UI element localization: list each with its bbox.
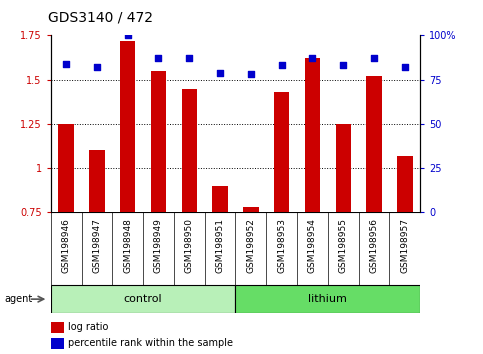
Bar <box>243 207 258 212</box>
Text: GSM198947: GSM198947 <box>92 218 101 273</box>
Bar <box>58 124 74 212</box>
Text: GSM198956: GSM198956 <box>369 218 379 273</box>
Bar <box>51 285 236 313</box>
Point <box>247 72 255 77</box>
Bar <box>120 41 135 212</box>
Text: GDS3140 / 472: GDS3140 / 472 <box>48 11 153 25</box>
Text: GSM198948: GSM198948 <box>123 218 132 273</box>
Point <box>93 64 101 70</box>
Text: control: control <box>124 294 162 304</box>
Text: GSM198953: GSM198953 <box>277 218 286 273</box>
Text: GSM198950: GSM198950 <box>185 218 194 273</box>
Point <box>124 33 131 38</box>
Text: agent: agent <box>5 294 33 304</box>
Point <box>216 70 224 75</box>
Point <box>278 63 285 68</box>
Point <box>155 56 162 61</box>
Text: GSM198949: GSM198949 <box>154 218 163 273</box>
Bar <box>336 124 351 212</box>
Text: GSM198952: GSM198952 <box>246 218 256 273</box>
Point <box>309 56 316 61</box>
Point <box>370 56 378 61</box>
Bar <box>236 285 420 313</box>
Text: GSM198954: GSM198954 <box>308 218 317 273</box>
Bar <box>366 76 382 212</box>
Text: GSM198957: GSM198957 <box>400 218 409 273</box>
Bar <box>397 156 412 212</box>
Text: log ratio: log ratio <box>69 322 109 332</box>
Bar <box>89 150 105 212</box>
Text: lithium: lithium <box>309 294 347 304</box>
Bar <box>51 322 64 333</box>
Point <box>401 64 409 70</box>
Bar <box>182 88 197 212</box>
Text: GSM198946: GSM198946 <box>62 218 71 273</box>
Point <box>340 63 347 68</box>
Bar <box>305 58 320 212</box>
Bar <box>274 92 289 212</box>
Point <box>62 61 70 67</box>
Text: GSM198951: GSM198951 <box>215 218 225 273</box>
Point <box>185 56 193 61</box>
Bar <box>51 338 64 349</box>
Bar <box>151 71 166 212</box>
Text: GSM198955: GSM198955 <box>339 218 348 273</box>
Bar <box>213 186 228 212</box>
Text: percentile rank within the sample: percentile rank within the sample <box>69 338 233 348</box>
